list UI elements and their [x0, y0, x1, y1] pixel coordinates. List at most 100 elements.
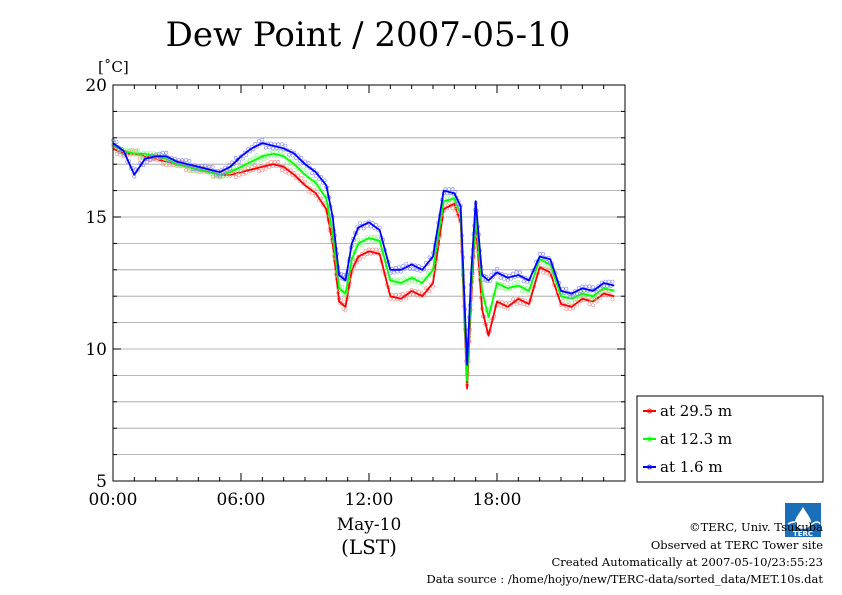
- data-point: [418, 277, 423, 282]
- x-tick-label: 12:00: [345, 490, 394, 510]
- data-point: [453, 189, 458, 194]
- data-point: [496, 285, 501, 290]
- data-point: [279, 142, 284, 147]
- data-point: [276, 159, 281, 164]
- data-point: [164, 150, 169, 155]
- data-point: [514, 301, 519, 306]
- data-point: [134, 148, 139, 153]
- legend-label: at 12.3 m: [660, 430, 732, 448]
- series-0: [111, 142, 615, 390]
- data-point: [564, 286, 569, 291]
- data-point: [343, 308, 348, 313]
- data-point: [523, 289, 528, 294]
- data-point: [505, 278, 510, 283]
- data-point: [511, 297, 515, 302]
- data-point: [500, 286, 505, 291]
- legend-label: at 1.6 m: [660, 458, 723, 476]
- data-point: [262, 157, 267, 162]
- data-point: [148, 158, 153, 163]
- data-point: [404, 296, 409, 301]
- data-point: [217, 175, 222, 180]
- chart-title: Dew Point / 2007-05-10: [166, 15, 571, 55]
- data-point: [591, 285, 595, 290]
- data-point: [271, 146, 275, 151]
- data-point: [370, 247, 375, 252]
- data-point: [256, 169, 261, 174]
- data-point: [503, 301, 508, 306]
- data-point: [278, 149, 283, 154]
- data-point: [306, 189, 311, 194]
- data-point: [191, 167, 195, 172]
- data-point: [226, 163, 231, 167]
- data-point: [537, 251, 542, 256]
- data-point: [409, 279, 414, 284]
- data-point: [447, 187, 451, 192]
- data-point: [416, 289, 421, 294]
- data-point: [303, 179, 307, 184]
- data-point: [287, 152, 291, 157]
- data-point: [573, 297, 578, 302]
- data-point: [375, 234, 380, 239]
- data-point: [498, 275, 503, 280]
- data-point: [247, 157, 252, 162]
- data-point: [308, 180, 313, 185]
- data-point: [610, 279, 615, 284]
- data-point: [541, 270, 546, 275]
- data-point: [568, 294, 572, 299]
- data-point: [358, 257, 363, 262]
- data-point: [258, 158, 263, 163]
- data-point: [272, 159, 277, 164]
- data-point: [175, 162, 179, 167]
- data-point: [183, 158, 188, 163]
- data-point: [144, 160, 149, 165]
- data-point: [427, 289, 432, 293]
- data-point: [395, 277, 400, 282]
- data-point: [239, 154, 243, 159]
- data-point: [566, 299, 571, 304]
- grid: [112, 84, 626, 482]
- data-point: [404, 261, 409, 266]
- data-point: [210, 174, 215, 179]
- y-tick-label: 15: [85, 208, 107, 228]
- y-axis-label: [˚C]: [98, 58, 129, 76]
- data-point: [356, 237, 361, 242]
- data-point: [203, 163, 208, 168]
- data-point: [564, 307, 569, 311]
- data-point: [447, 200, 451, 205]
- data-point: [283, 155, 288, 160]
- data-point: [311, 182, 316, 187]
- data-point: [267, 145, 272, 150]
- data-point: [415, 267, 419, 272]
- data-point: [525, 280, 530, 285]
- data-point: [135, 148, 140, 152]
- data-point: [399, 278, 403, 283]
- x-tick-label: 06:00: [217, 490, 266, 510]
- data-point: [514, 269, 519, 274]
- data-point: [310, 171, 315, 176]
- data-point: [589, 297, 594, 302]
- data-point: [171, 160, 176, 165]
- data-point: [450, 187, 455, 192]
- data-point: [306, 175, 311, 180]
- data-point: [290, 153, 295, 158]
- data-point: [239, 168, 243, 173]
- data-point: [511, 271, 515, 276]
- legend-marker: [647, 436, 652, 442]
- data-point: [445, 195, 450, 200]
- data-point: [253, 163, 258, 167]
- data-point: [341, 306, 346, 311]
- data-point: [167, 159, 172, 164]
- data-point: [544, 271, 549, 276]
- data-point: [160, 150, 165, 155]
- data-point: [116, 145, 121, 149]
- data-point: [372, 234, 377, 239]
- data-point: [587, 284, 592, 289]
- series-group: [111, 137, 615, 390]
- data-point: [367, 238, 371, 243]
- data-point: [560, 286, 565, 291]
- data-point: [521, 279, 526, 284]
- data-point: [607, 279, 611, 284]
- data-point: [306, 161, 311, 166]
- data-point: [187, 159, 192, 163]
- data-point: [310, 191, 315, 196]
